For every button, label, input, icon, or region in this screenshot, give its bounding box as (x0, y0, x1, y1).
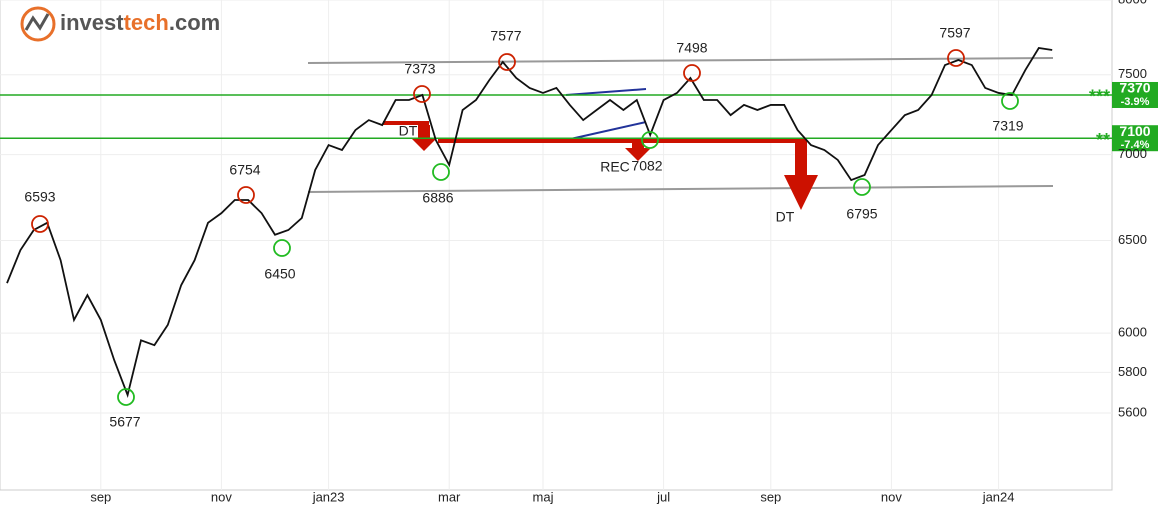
level-value: 7100 (1119, 123, 1150, 139)
annotations: 6593 5677 6754 6450 7373 6886 7577 DT REC 7082 749… (24, 25, 1023, 430)
y-tick-label: 7000 (1118, 146, 1147, 161)
trough-marker (853, 178, 871, 196)
annotation: 7373 (404, 61, 435, 77)
annotation: 6795 (846, 206, 877, 222)
annotation: 6754 (229, 162, 260, 178)
annotation: 7082 (631, 158, 662, 174)
x-tick-label: sep (760, 489, 781, 504)
plot-area (0, 0, 1113, 491)
annotation: 6886 (422, 190, 453, 206)
trough-marker (641, 131, 659, 149)
x-tick-label: mar (438, 489, 461, 504)
x-tick-label: nov (211, 489, 232, 504)
x-tick-label: sep (90, 489, 111, 504)
peak-marker (31, 215, 49, 233)
triangle-line (565, 121, 647, 141)
triangle-line (565, 88, 647, 96)
peak-marker (237, 186, 255, 204)
y-tick-label: 7500 (1118, 66, 1147, 81)
level-stars: *** (1089, 87, 1110, 107)
logo-part: invest (60, 10, 124, 35)
level-change: -3.9% (1121, 96, 1150, 108)
y-tick-label: 6500 (1118, 232, 1147, 247)
annotation: 6593 (24, 189, 55, 205)
y-tick-label: 5800 (1118, 364, 1147, 379)
annotation: 7597 (939, 25, 970, 41)
logo-text: investtech.com (60, 10, 220, 35)
annotation: REC (600, 159, 630, 175)
annotation: 7577 (490, 28, 521, 44)
annotation: DT (399, 123, 418, 139)
level-box (1112, 81, 1158, 108)
resistance-channel (307, 57, 1054, 64)
x-tick-label: jan23 (312, 489, 345, 504)
annotation: 5677 (109, 414, 140, 430)
y-tick-label: 6000 (1118, 325, 1147, 340)
support-channel (307, 185, 1054, 193)
level-stars: ** (1096, 130, 1110, 150)
peak-marker (498, 53, 516, 71)
series (6, 47, 1053, 399)
grid (0, 0, 1112, 490)
annotation: 6450 (264, 266, 295, 282)
trough-marker (1001, 92, 1019, 110)
peak-marker (413, 85, 431, 103)
x-tick-label: maj (533, 489, 554, 504)
y-tick-label: 5600 (1118, 404, 1147, 419)
annotation: 7319 (992, 118, 1023, 134)
annotation: 7498 (676, 40, 707, 56)
level-value: 7370 (1119, 80, 1150, 96)
trough-marker (273, 239, 291, 257)
peak-marker (683, 64, 701, 82)
x-tick-label: jul (656, 489, 670, 504)
annotation: DT (776, 209, 795, 225)
x-tick-label: nov (881, 489, 902, 504)
x-tick-label: jan24 (982, 489, 1015, 504)
price-line (6, 47, 1053, 399)
logo-part: tech (124, 10, 169, 35)
level-box (1112, 125, 1158, 152)
levels: 7370-3.9% *** 7100-7.4% ** (0, 80, 1158, 152)
logo: investtech.com (20, 6, 220, 42)
trough-marker (432, 163, 450, 181)
trough-marker (117, 388, 135, 406)
level-change: -7.4% (1121, 139, 1150, 151)
y-tick-label: 8000 (1118, 0, 1147, 6)
peak-marker (947, 49, 965, 67)
logo-part: .com (169, 10, 220, 35)
